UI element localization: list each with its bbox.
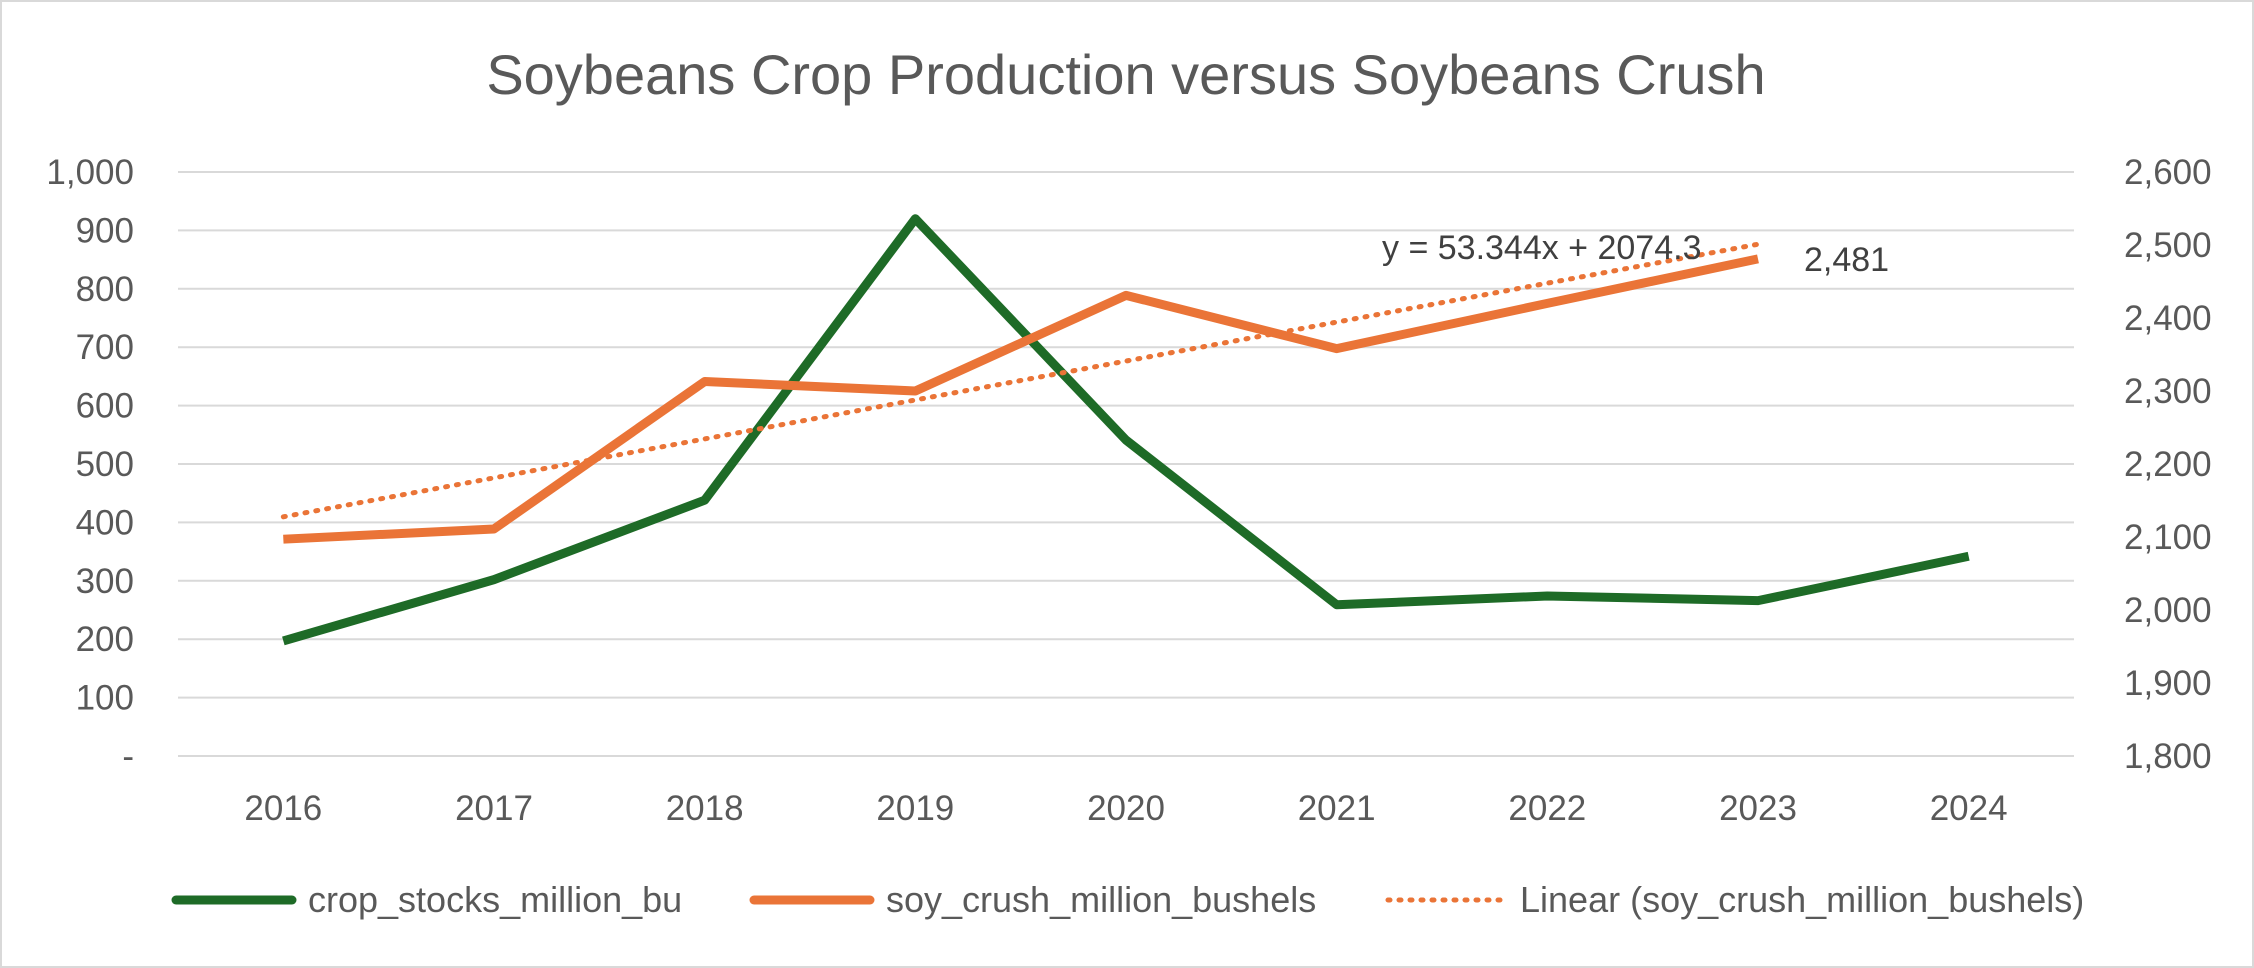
last-value-label: 2,481 [1804, 241, 1889, 279]
right-y-tick-label: 2,100 [2124, 518, 2212, 557]
x-axis: 2016 2017 2018 2019 2020 2021 2022 2023 2024 [244, 789, 2007, 828]
x-tick-label: 2022 [1508, 789, 1586, 828]
legend: crop_stocks_million_bu soy_crush_million_… [171, 879, 2084, 920]
left-y-tick-label: 200 [76, 620, 134, 659]
right-y-tick-label: 2,600 [2124, 153, 2212, 192]
left-y-tick-label: 700 [76, 328, 134, 367]
right-y-tick-label: 2,400 [2124, 299, 2212, 338]
series-layer [280, 214, 1970, 646]
right-y-tick-label: 2,300 [2124, 372, 2212, 411]
right-y-tick-label: 1,800 [2124, 737, 2212, 776]
left-y-tick-label: 500 [76, 445, 134, 484]
right-y-tick-label: 2,500 [2124, 226, 2212, 265]
x-tick-label: 2016 [244, 789, 322, 828]
left-y-tick-label: - [122, 737, 134, 776]
right-y-tick-label: 1,900 [2124, 664, 2212, 703]
series-line-crop-stocks-million-bu [282, 214, 1970, 646]
annotations: y = 53.344x + 2074.3 2,481 [1382, 229, 1889, 279]
chart-title: Soybeans Crop Production versus Soybeans… [486, 43, 1765, 106]
x-tick-label: 2023 [1719, 789, 1797, 828]
legend-label: Linear (soy_crush_million_bushels) [1520, 879, 2084, 920]
x-tick-label: 2020 [1087, 789, 1165, 828]
right-y-tick-label: 2,000 [2124, 591, 2212, 630]
right-y-axis: 1,800 1,900 2,000 2,100 2,200 2,300 2,400 2,500… [2124, 153, 2212, 776]
left-y-tick-label: 1,000 [46, 153, 134, 192]
left-y-tick-label: 900 [76, 211, 134, 250]
trendline-soy-crush [280, 241, 1761, 520]
series-line-soy-crush-million-bushels [283, 254, 1759, 544]
left-y-tick-label: 400 [76, 503, 134, 542]
left-y-tick-label: 600 [76, 387, 134, 426]
x-tick-label: 2024 [1930, 789, 2008, 828]
legend-label: soy_crush_million_bushels [886, 879, 1316, 920]
left-y-tick-label: 800 [76, 270, 134, 309]
left-y-tick-label: 300 [76, 562, 134, 601]
left-y-axis: - 100 200 300 400 500 600 700 800 900 1,000 [46, 153, 134, 776]
trendline-equation: y = 53.344x + 2074.3 [1382, 229, 1701, 267]
x-tick-label: 2018 [666, 789, 744, 828]
right-y-tick-label: 2,200 [2124, 445, 2212, 484]
x-tick-label: 2021 [1298, 789, 1376, 828]
x-tick-label: 2019 [876, 789, 954, 828]
legend-label: crop_stocks_million_bu [308, 879, 682, 920]
left-y-tick-label: 100 [76, 679, 134, 718]
x-tick-label: 2017 [455, 789, 533, 828]
gridlines [178, 171, 2074, 757]
